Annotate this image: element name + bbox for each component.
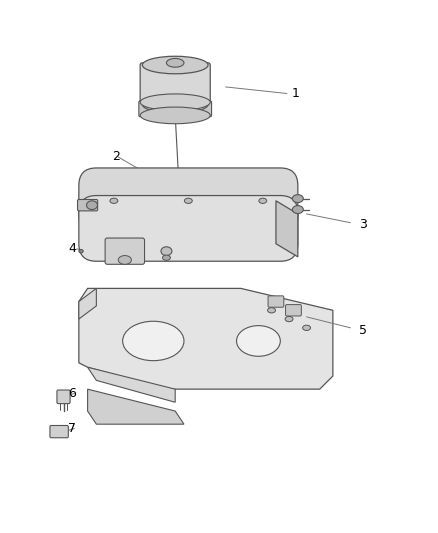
Polygon shape xyxy=(79,288,333,389)
Polygon shape xyxy=(79,288,96,319)
Ellipse shape xyxy=(79,249,83,253)
FancyBboxPatch shape xyxy=(140,63,210,107)
FancyBboxPatch shape xyxy=(79,196,298,261)
Ellipse shape xyxy=(259,198,267,204)
Text: 7: 7 xyxy=(68,422,76,435)
Text: 1: 1 xyxy=(291,87,299,100)
Ellipse shape xyxy=(110,198,118,204)
Text: 6: 6 xyxy=(68,387,76,400)
FancyBboxPatch shape xyxy=(105,238,145,264)
Ellipse shape xyxy=(142,56,208,74)
Ellipse shape xyxy=(161,247,172,255)
Ellipse shape xyxy=(123,321,184,361)
FancyBboxPatch shape xyxy=(139,101,212,117)
Polygon shape xyxy=(276,201,298,257)
Ellipse shape xyxy=(184,198,192,204)
Ellipse shape xyxy=(166,59,184,67)
Ellipse shape xyxy=(237,326,280,356)
FancyBboxPatch shape xyxy=(286,304,301,316)
FancyBboxPatch shape xyxy=(79,168,298,233)
Ellipse shape xyxy=(293,195,304,203)
Ellipse shape xyxy=(140,107,210,124)
FancyBboxPatch shape xyxy=(78,199,98,211)
Ellipse shape xyxy=(142,96,208,113)
Ellipse shape xyxy=(293,206,304,214)
Text: 5: 5 xyxy=(359,324,367,336)
Ellipse shape xyxy=(140,94,210,110)
FancyBboxPatch shape xyxy=(268,296,284,307)
Text: 3: 3 xyxy=(359,219,367,231)
Ellipse shape xyxy=(285,317,293,322)
Polygon shape xyxy=(88,367,175,402)
Ellipse shape xyxy=(118,255,131,264)
Text: 2: 2 xyxy=(112,150,120,164)
Ellipse shape xyxy=(303,325,311,330)
Text: 4: 4 xyxy=(68,243,76,255)
Ellipse shape xyxy=(86,201,97,209)
Ellipse shape xyxy=(162,255,170,260)
FancyBboxPatch shape xyxy=(57,390,70,403)
Ellipse shape xyxy=(268,308,276,313)
Polygon shape xyxy=(88,389,184,424)
FancyBboxPatch shape xyxy=(50,425,68,438)
